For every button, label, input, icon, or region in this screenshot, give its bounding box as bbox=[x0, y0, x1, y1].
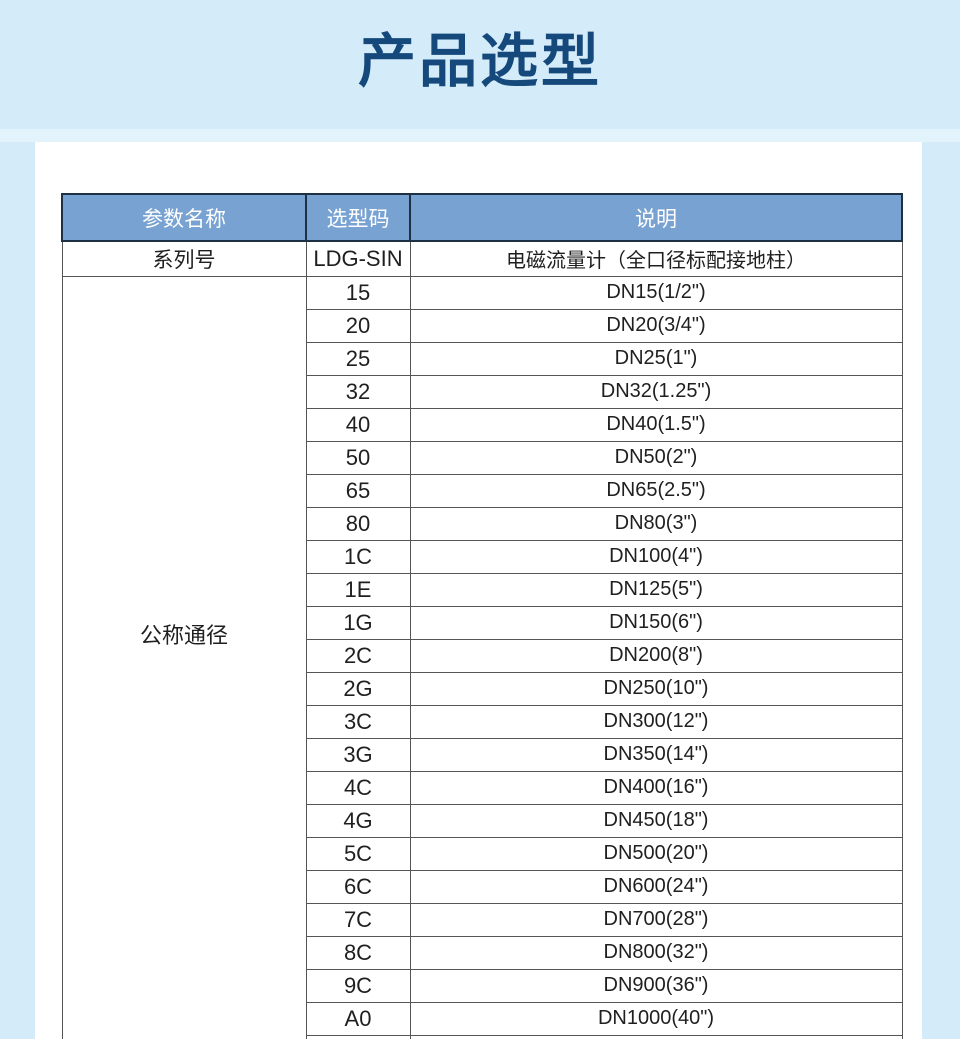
dn-desc: DN1000(40") bbox=[409, 1001, 903, 1036]
dn-code: 4C bbox=[305, 770, 411, 805]
dn-code: 65 bbox=[305, 473, 411, 508]
dn-code: 6C bbox=[305, 869, 411, 904]
dn-desc-clipped bbox=[409, 1034, 903, 1039]
header-selection-code: 选型码 bbox=[305, 193, 411, 242]
dn-code: 4G bbox=[305, 803, 411, 838]
dn-desc: DN40(1.5") bbox=[409, 407, 903, 442]
dn-desc: DN450(18") bbox=[409, 803, 903, 838]
dn-code: 7C bbox=[305, 902, 411, 937]
dn-desc: DN32(1.25") bbox=[409, 374, 903, 409]
dn-desc: DN900(36") bbox=[409, 968, 903, 1003]
page-title: 产品选型 bbox=[357, 29, 602, 94]
dn-desc: DN250(10") bbox=[409, 671, 903, 706]
dn-desc: DN100(4") bbox=[409, 539, 903, 574]
dn-desc: DN350(14") bbox=[409, 737, 903, 772]
dn-code: 2G bbox=[305, 671, 411, 706]
table-row: 2C DN200(8") bbox=[62, 638, 903, 673]
dn-desc: DN600(24") bbox=[409, 869, 903, 904]
dn-desc: DN150(6") bbox=[409, 605, 903, 640]
dn-code-clipped bbox=[305, 1034, 411, 1039]
dn-desc: DN80(3") bbox=[409, 506, 903, 541]
dn-desc: DN65(2.5") bbox=[409, 473, 903, 508]
table-row: 8C DN800(32") bbox=[62, 935, 903, 970]
dn-desc: DN300(12") bbox=[409, 704, 903, 739]
series-code: LDG-SIN bbox=[305, 240, 411, 277]
dn-code: 8C bbox=[305, 935, 411, 970]
dn-code: 32 bbox=[305, 374, 411, 409]
dn-desc: DN700(28") bbox=[409, 902, 903, 937]
dn-desc: DN50(2") bbox=[409, 440, 903, 475]
dn-desc: DN800(32") bbox=[409, 935, 903, 970]
dn-code: A0 bbox=[305, 1001, 411, 1036]
background-strip bbox=[0, 129, 960, 142]
table-row: 公称通径 15 DN15(1/2") bbox=[61, 275, 903, 1039]
dn-desc: DN400(16") bbox=[409, 770, 903, 805]
dn-code: 1E bbox=[305, 572, 411, 607]
table-row: 25 DN25(1") bbox=[62, 341, 903, 376]
table-row: 1G DN150(6") bbox=[62, 605, 903, 640]
dn-code: 15 bbox=[305, 275, 411, 310]
dn-desc: DN200(8") bbox=[409, 638, 903, 673]
table-row: 1C DN100(4") bbox=[62, 539, 903, 574]
table-row: 3G DN350(14") bbox=[62, 737, 903, 772]
series-desc: 电磁流量计（全口径标配接地柱） bbox=[409, 240, 903, 277]
dn-desc: DN15(1/2") bbox=[409, 275, 903, 310]
dn-desc: DN25(1") bbox=[409, 341, 903, 376]
series-name: 系列号 bbox=[61, 240, 307, 277]
dn-code: 40 bbox=[305, 407, 411, 442]
dn-code: 2C bbox=[305, 638, 411, 673]
header-parameter-name: 参数名称 bbox=[61, 193, 307, 242]
table-row: 65 DN65(2.5") bbox=[62, 473, 903, 508]
dn-code: 50 bbox=[305, 440, 411, 475]
table-row: 9C DN900(36") bbox=[62, 968, 903, 1003]
dn-desc: DN125(5") bbox=[409, 572, 903, 607]
dn-code: 20 bbox=[305, 308, 411, 343]
table-row: 5C DN500(20") bbox=[62, 836, 903, 871]
table-row: 3C DN300(12") bbox=[62, 704, 903, 739]
dn-code: 3G bbox=[305, 737, 411, 772]
header-description: 说明 bbox=[409, 193, 903, 242]
table-row: 32 DN32(1.25") bbox=[62, 374, 903, 409]
table-row: 7C DN700(28") bbox=[62, 902, 903, 937]
table-row: 2G DN250(10") bbox=[62, 671, 903, 706]
dn-code: 1C bbox=[305, 539, 411, 574]
diameter-group-cell: 公称通径 bbox=[61, 275, 307, 1039]
table-row: 50 DN50(2") bbox=[62, 440, 903, 475]
product-selection-table: 参数名称 选型码 说明 系列号 LDG-SIN 电磁流量计（全口径标配接地柱） … bbox=[61, 193, 903, 1039]
dn-code: 9C bbox=[305, 968, 411, 1003]
table-row: 80 DN80(3") bbox=[62, 506, 903, 541]
diameter-group-label: 公称通径 bbox=[139, 623, 228, 648]
dn-desc: DN500(20") bbox=[409, 836, 903, 871]
dn-code: 25 bbox=[305, 341, 411, 376]
table-row: 20 DN20(3/4") bbox=[62, 308, 903, 343]
table-row: 4G DN450(18") bbox=[62, 803, 903, 838]
table-row-clipped bbox=[62, 1034, 903, 1039]
table-row: A0 DN1000(40") bbox=[62, 1001, 903, 1036]
table-row-series: 系列号 LDG-SIN 电磁流量计（全口径标配接地柱） bbox=[61, 240, 903, 277]
table-row: 1E DN125(5") bbox=[62, 572, 903, 607]
dn-code: 1G bbox=[305, 605, 411, 640]
dn-code: 3C bbox=[305, 704, 411, 739]
table-header-row: 参数名称 选型码 说明 bbox=[61, 193, 903, 242]
table-row: 4C DN400(16") bbox=[62, 770, 903, 805]
dn-code: 5C bbox=[305, 836, 411, 871]
dn-code: 80 bbox=[305, 506, 411, 541]
table-row: 40 DN40(1.5") bbox=[62, 407, 903, 442]
dn-desc: DN20(3/4") bbox=[409, 308, 903, 343]
